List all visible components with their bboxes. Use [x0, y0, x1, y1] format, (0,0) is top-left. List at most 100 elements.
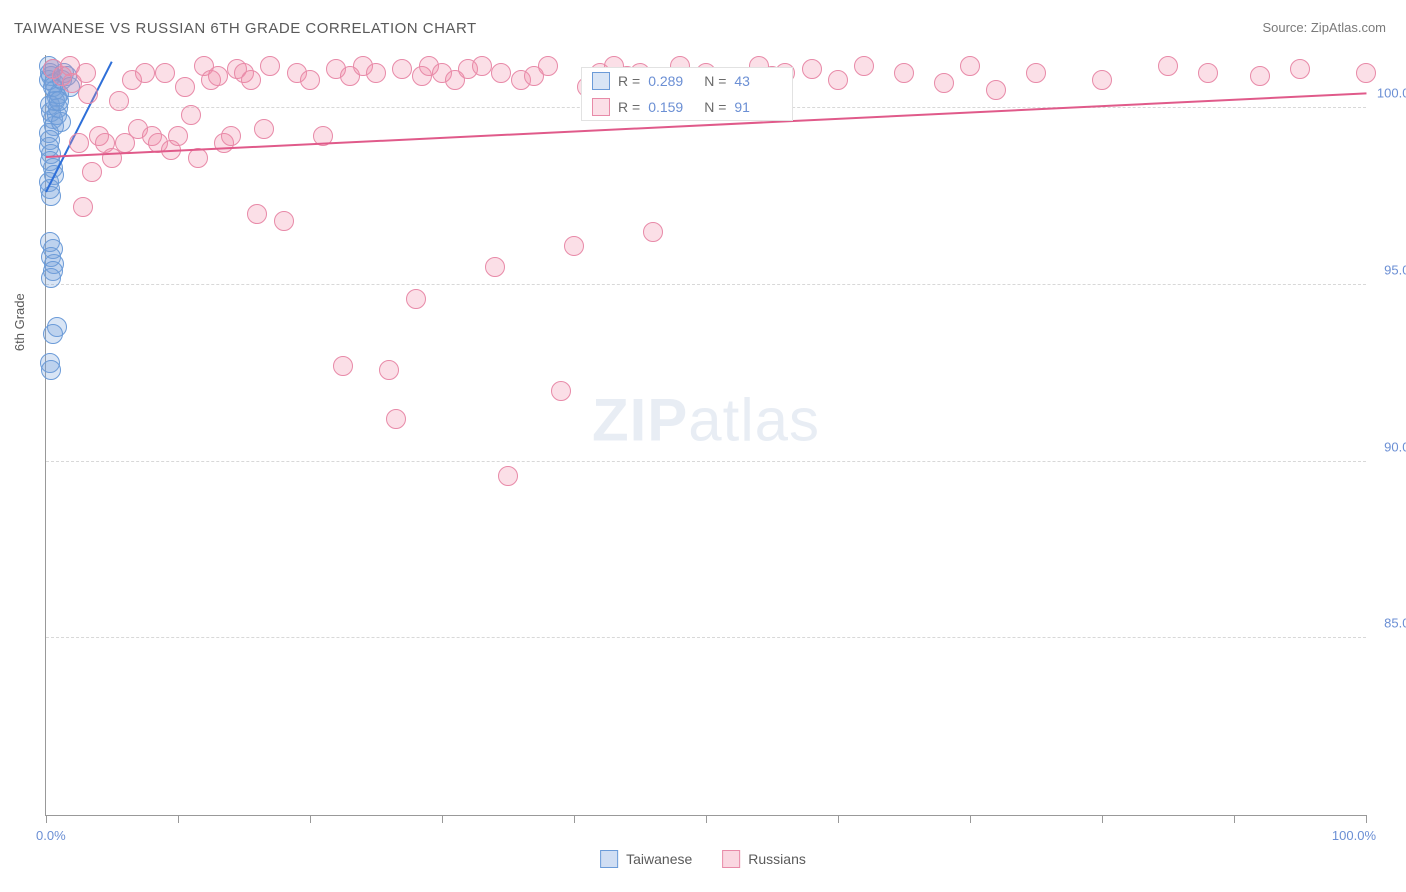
scatter-point [300, 70, 320, 90]
scatter-point [135, 63, 155, 83]
watermark-bold: ZIP [592, 386, 688, 453]
scatter-point [934, 73, 954, 93]
y-tick-label: 90.0% [1384, 439, 1406, 454]
chart-title: TAIWANESE VS RUSSIAN 6TH GRADE CORRELATI… [14, 20, 477, 37]
x-tick [178, 815, 179, 823]
y-tick-label: 85.0% [1384, 616, 1406, 631]
scatter-point [1290, 59, 1310, 79]
scatter-point [168, 126, 188, 146]
scatter-point [564, 236, 584, 256]
gridline [46, 637, 1366, 638]
scatter-point [551, 381, 571, 401]
stat-n-label: N = [704, 73, 726, 89]
scatter-point [986, 80, 1006, 100]
stat-n-value: 43 [734, 73, 782, 89]
scatter-point [49, 91, 69, 111]
x-origin-label: 0.0% [36, 828, 66, 843]
scatter-point [241, 70, 261, 90]
x-tick [1234, 815, 1235, 823]
scatter-point [491, 63, 511, 83]
stat-r-label: R = [618, 99, 640, 115]
scatter-point [392, 59, 412, 79]
legend-label: Russians [748, 851, 806, 867]
scatter-point [1250, 66, 1270, 86]
legend-item: Taiwanese [600, 850, 692, 868]
scatter-point [643, 222, 663, 242]
scatter-point [73, 197, 93, 217]
scatter-point [208, 66, 228, 86]
scatter-point [175, 77, 195, 97]
scatter-point [181, 105, 201, 125]
scatter-point [1198, 63, 1218, 83]
scatter-point [155, 63, 175, 83]
scatter-point [854, 56, 874, 76]
x-tick [1366, 815, 1367, 823]
stats-row: R = 0.159 N = 91 [582, 94, 792, 120]
scatter-point [78, 84, 98, 104]
x-tick [310, 815, 311, 823]
scatter-point [247, 204, 267, 224]
watermark: ZIPatlas [592, 385, 820, 454]
x-tick [442, 815, 443, 823]
scatter-point [41, 268, 61, 288]
chart-plot-area: ZIPatlas 100.0%95.0%90.0%85.0%0.0%100.0%… [45, 55, 1366, 816]
stat-r-value: 0.289 [648, 73, 696, 89]
stat-r-label: R = [618, 73, 640, 89]
stats-row: R = 0.289 N = 43 [582, 68, 792, 94]
scatter-point [41, 360, 61, 380]
legend-swatch [592, 98, 610, 116]
x-tick [574, 815, 575, 823]
scatter-point [274, 211, 294, 231]
gridline [46, 284, 1366, 285]
scatter-point [894, 63, 914, 83]
scatter-point [109, 91, 129, 111]
scatter-point [472, 56, 492, 76]
scatter-point [366, 63, 386, 83]
y-tick-label: 95.0% [1384, 262, 1406, 277]
scatter-point [1092, 70, 1112, 90]
legend-label: Taiwanese [626, 851, 692, 867]
legend-swatch [592, 72, 610, 90]
y-tick-label: 100.0% [1377, 86, 1406, 101]
scatter-point [828, 70, 848, 90]
x-tick [970, 815, 971, 823]
scatter-point [485, 257, 505, 277]
scatter-point [386, 409, 406, 429]
scatter-point [41, 186, 61, 206]
scatter-point [498, 466, 518, 486]
x-tick [46, 815, 47, 823]
stat-n-label: N = [704, 99, 726, 115]
scatter-point [538, 56, 558, 76]
watermark-light: atlas [688, 386, 820, 453]
scatter-point [221, 126, 241, 146]
stat-r-value: 0.159 [648, 99, 696, 115]
scatter-point [802, 59, 822, 79]
scatter-point [51, 112, 71, 132]
scatter-point [1158, 56, 1178, 76]
source-attribution: Source: ZipAtlas.com [1262, 20, 1386, 35]
scatter-point [82, 162, 102, 182]
legend-item: Russians [722, 850, 806, 868]
scatter-point [1026, 63, 1046, 83]
scatter-point [69, 133, 89, 153]
scatter-point [1356, 63, 1376, 83]
scatter-point [43, 324, 63, 344]
x-end-label: 100.0% [1332, 828, 1376, 843]
x-tick [838, 815, 839, 823]
legend-swatch [600, 850, 618, 868]
stats-box: R = 0.289 N = 43 R = 0.159 N = 91 [581, 67, 793, 121]
scatter-point [960, 56, 980, 76]
scatter-point [76, 63, 96, 83]
x-tick [1102, 815, 1103, 823]
legend-swatch [722, 850, 740, 868]
scatter-point [379, 360, 399, 380]
scatter-point [254, 119, 274, 139]
scatter-point [260, 56, 280, 76]
x-tick [706, 815, 707, 823]
scatter-point [406, 289, 426, 309]
y-axis-title: 6th Grade [12, 293, 27, 351]
scatter-point [333, 356, 353, 376]
bottom-legend: Taiwanese Russians [600, 850, 806, 868]
stat-n-value: 91 [734, 99, 782, 115]
gridline [46, 461, 1366, 462]
